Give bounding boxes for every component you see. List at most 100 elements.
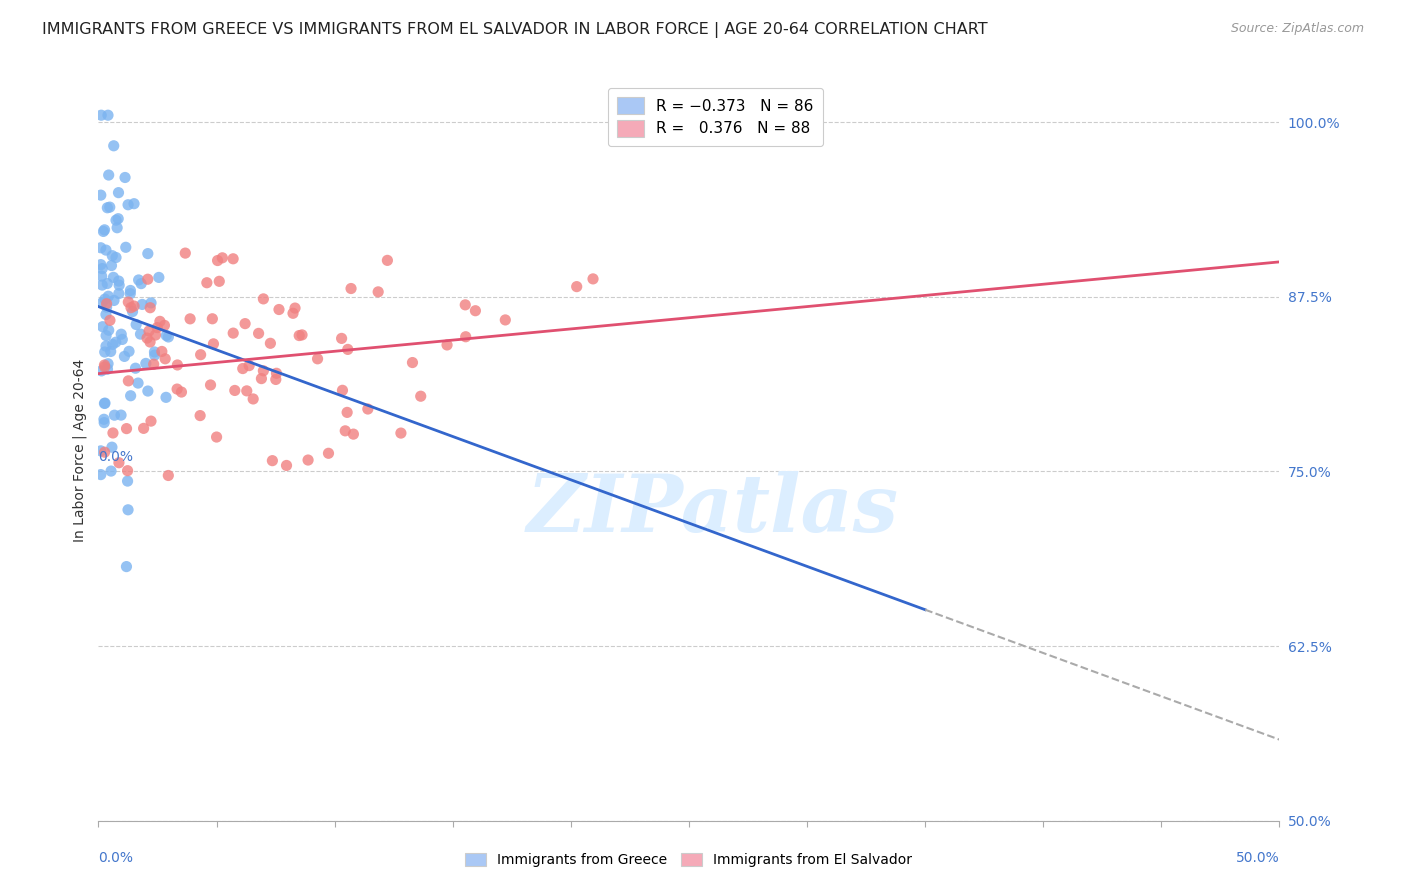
Point (200, 378, 222, 392)
Point (94, 292, 117, 306)
Point (190, 348, 212, 362)
Point (297, 453, 319, 467)
Point (103, 270, 125, 285)
Point (107, 186, 129, 200)
Point (233, 317, 256, 331)
Point (115, 422, 138, 436)
Point (205, 430, 228, 444)
Point (170, 385, 193, 400)
Point (94, 243, 117, 257)
Point (132, 421, 155, 435)
Point (117, 503, 139, 517)
Point (117, 198, 139, 212)
Point (252, 292, 274, 306)
Point (242, 392, 264, 406)
Point (464, 303, 486, 318)
Point (128, 273, 150, 287)
Point (252, 364, 274, 378)
Point (90, 364, 112, 378)
Point (211, 251, 233, 265)
Point (129, 327, 152, 342)
Point (114, 240, 136, 254)
Point (105, 251, 128, 265)
Point (100, 259, 122, 273)
Point (90, 258, 112, 272)
Text: 0.0%: 0.0% (98, 851, 134, 865)
Point (91, 278, 114, 293)
Point (90, 241, 112, 255)
Point (436, 338, 458, 352)
Point (307, 351, 329, 366)
Point (112, 350, 135, 364)
Point (96, 277, 118, 291)
Point (142, 357, 165, 371)
Legend: Immigrants from Greece, Immigrants from El Salvador: Immigrants from Greece, Immigrants from … (460, 847, 918, 873)
Point (93, 416, 115, 430)
Point (120, 286, 142, 301)
Point (98, 313, 121, 327)
Text: ZIPatlas: ZIPatlas (526, 471, 898, 549)
Point (125, 318, 148, 332)
Point (494, 313, 516, 327)
Point (90, 269, 112, 284)
Point (93, 345, 115, 359)
Point (129, 277, 152, 291)
Point (276, 458, 298, 473)
Point (93, 359, 115, 374)
Y-axis label: In Labor Force | Age 20-64: In Labor Force | Age 20-64 (73, 359, 87, 542)
Point (336, 343, 359, 357)
Point (94, 339, 117, 353)
Point (96, 362, 118, 376)
Point (93, 224, 115, 238)
Text: IMMIGRANTS FROM GREECE VS IMMIGRANTS FROM EL SALVADOR IN LABOR FORCE | AGE 20-64: IMMIGRANTS FROM GREECE VS IMMIGRANTS FRO… (42, 22, 988, 38)
Point (97, 357, 120, 371)
Point (288, 328, 311, 343)
Point (332, 384, 354, 398)
Point (139, 414, 162, 428)
Point (120, 284, 142, 298)
Point (118, 344, 141, 359)
Point (582, 272, 605, 286)
Point (94, 396, 117, 410)
Point (143, 345, 166, 359)
Point (153, 351, 176, 366)
Text: 50.0%: 50.0% (1236, 851, 1279, 865)
Point (105, 213, 128, 227)
Point (108, 278, 131, 293)
Point (103, 138, 125, 153)
Point (120, 389, 142, 403)
Point (330, 331, 353, 345)
Point (222, 252, 245, 266)
Point (93, 358, 115, 372)
Point (264, 372, 287, 386)
Text: Source: ZipAtlas.com: Source: ZipAtlas.com (1230, 22, 1364, 36)
Point (377, 253, 399, 268)
Point (155, 328, 177, 343)
Point (238, 359, 260, 373)
Point (454, 330, 477, 344)
Point (139, 334, 162, 349)
Point (202, 336, 225, 351)
Point (90, 108, 112, 122)
Point (267, 302, 290, 317)
Point (108, 286, 131, 301)
Point (120, 301, 142, 315)
Point (148, 270, 170, 285)
Point (101, 440, 124, 454)
Point (100, 344, 122, 359)
Point (145, 328, 167, 343)
Point (207, 253, 229, 268)
Point (318, 446, 340, 460)
Point (93, 223, 115, 237)
Point (138, 324, 160, 338)
Point (127, 376, 149, 390)
Point (117, 464, 139, 478)
Point (236, 384, 259, 398)
Point (110, 327, 132, 342)
Point (135, 356, 157, 370)
Point (122, 299, 145, 313)
Point (166, 358, 188, 372)
Point (93, 396, 115, 410)
Point (101, 249, 124, 263)
Point (389, 426, 412, 441)
